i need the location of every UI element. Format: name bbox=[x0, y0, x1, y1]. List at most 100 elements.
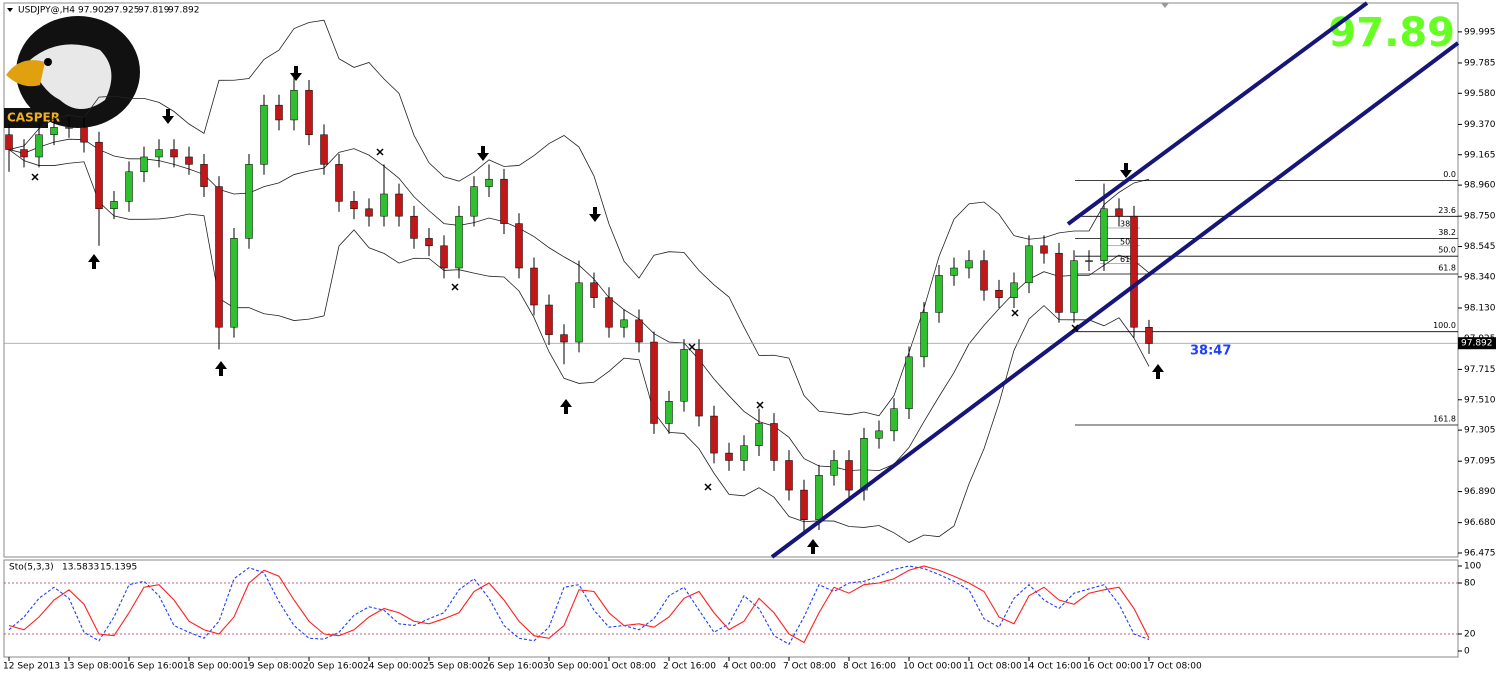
candle-body bbox=[1100, 208, 1108, 261]
candle-body bbox=[995, 289, 1003, 298]
candle-body bbox=[110, 201, 118, 210]
candle-body bbox=[695, 349, 703, 417]
exit-mark bbox=[1011, 309, 1019, 317]
x-tick-label: 11 Oct 08:00 bbox=[963, 662, 1022, 672]
stochastic-title: Sto(5,3,3) bbox=[9, 563, 54, 573]
candle-body bbox=[1055, 252, 1063, 313]
candle-body bbox=[1070, 260, 1078, 313]
candle-body bbox=[200, 164, 208, 187]
buy-arrow bbox=[807, 539, 819, 554]
exit-mark bbox=[1071, 324, 1079, 332]
candle-body bbox=[725, 452, 733, 461]
fib-label: 38.2 bbox=[1120, 219, 1138, 228]
candle-body bbox=[755, 423, 763, 446]
candle-body bbox=[1010, 282, 1018, 298]
candle-body bbox=[785, 460, 793, 491]
candle-body bbox=[320, 134, 328, 165]
candle-body bbox=[545, 304, 553, 335]
header-value: 97.925 bbox=[108, 6, 140, 16]
candle-body bbox=[35, 134, 43, 158]
x-tick-label: 16 Sep 16:00 bbox=[123, 662, 183, 672]
candle-body bbox=[620, 319, 628, 328]
fib-label: 23.6 bbox=[1438, 206, 1456, 215]
candle-body bbox=[455, 215, 463, 269]
x-tick-label: 25 Sep 08:00 bbox=[423, 662, 483, 672]
x-tick-label: 1 Oct 08:00 bbox=[603, 662, 656, 672]
exit-mark bbox=[704, 483, 712, 491]
candle-body bbox=[365, 208, 373, 217]
channel-line bbox=[770, 41, 1460, 559]
candle-body bbox=[1115, 208, 1123, 217]
candle-body bbox=[770, 423, 778, 461]
bollinger-band bbox=[8, 19, 1150, 417]
fib-label: 0.0 bbox=[1443, 170, 1456, 179]
candle-body bbox=[95, 141, 103, 210]
x-tick-label: 20 Sep 16:00 bbox=[303, 662, 363, 672]
candle-body bbox=[1085, 260, 1093, 262]
y-tick-label: 97.510 bbox=[1464, 395, 1496, 405]
candle-body bbox=[275, 104, 283, 121]
fib-label: 50.0 bbox=[1438, 246, 1456, 255]
candle-body bbox=[740, 445, 748, 461]
candle-body bbox=[80, 127, 88, 143]
candle-body bbox=[470, 186, 478, 217]
candle-body bbox=[875, 430, 883, 439]
candle-body bbox=[185, 156, 193, 165]
stochastic-readout: 15.1395 bbox=[100, 563, 137, 573]
candle-body bbox=[395, 193, 403, 217]
candle-body bbox=[680, 349, 688, 402]
candle-body bbox=[20, 149, 28, 158]
y-tick-label: 96.680 bbox=[1464, 518, 1496, 528]
candle-body bbox=[1145, 326, 1153, 344]
candle-body bbox=[305, 90, 313, 136]
x-tick-label: 26 Sep 16:00 bbox=[483, 662, 543, 672]
x-tick-label: 30 Sep 00:00 bbox=[543, 662, 603, 672]
y-tick-label: 98.750 bbox=[1464, 212, 1496, 222]
y-tick-label: 99.370 bbox=[1464, 120, 1496, 130]
buy-arrow bbox=[88, 254, 100, 269]
candle-body bbox=[425, 238, 433, 247]
y-tick-label: 98.130 bbox=[1464, 303, 1496, 313]
candle-body bbox=[665, 401, 673, 424]
x-tick-label: 17 Oct 08:00 bbox=[1143, 662, 1202, 672]
candle-body bbox=[50, 127, 58, 136]
candle-body bbox=[890, 408, 898, 432]
sell-arrow bbox=[477, 146, 489, 161]
candle-body bbox=[1130, 215, 1138, 328]
candle-body bbox=[290, 90, 298, 121]
candle-body bbox=[950, 267, 958, 276]
y-tick-label: 80 bbox=[1464, 579, 1476, 589]
exit-mark bbox=[31, 173, 39, 181]
candle-body bbox=[155, 149, 163, 158]
stochastic-line bbox=[8, 565, 1150, 644]
y-tick-label: 96.475 bbox=[1464, 549, 1496, 559]
logo-beak bbox=[6, 60, 45, 87]
exit-mark bbox=[376, 148, 384, 156]
x-tick-label: 19 Sep 08:00 bbox=[243, 662, 303, 672]
candle-body bbox=[485, 178, 493, 187]
candle-body bbox=[530, 267, 538, 306]
y-tick-label: 98.545 bbox=[1464, 242, 1496, 252]
candle-body bbox=[560, 334, 568, 343]
y-tick-label: 0 bbox=[1464, 647, 1470, 657]
header-value: 97.902 bbox=[78, 6, 110, 16]
y-tick-label: 98.960 bbox=[1464, 181, 1496, 191]
sell-arrow bbox=[290, 66, 302, 81]
bollinger-band bbox=[8, 149, 1150, 543]
candle-body bbox=[920, 312, 928, 358]
logo: CASPER bbox=[4, 16, 140, 128]
current-price-box bbox=[1458, 337, 1496, 350]
candle-body bbox=[1025, 245, 1033, 284]
x-tick-label: 12 Sep 2013 bbox=[3, 662, 60, 672]
header-value: 97.892 bbox=[168, 6, 200, 16]
y-tick-label: 99.580 bbox=[1464, 89, 1496, 99]
candle-body bbox=[980, 260, 988, 291]
candle-body bbox=[710, 415, 718, 454]
candle-body bbox=[650, 341, 658, 424]
x-tick-label: 14 Oct 16:00 bbox=[1023, 662, 1082, 672]
stochastic-readout: 13.5833 bbox=[62, 563, 99, 573]
candle-body bbox=[605, 297, 613, 328]
x-tick-label: 2 Oct 16:00 bbox=[663, 662, 716, 672]
candle-body bbox=[905, 356, 913, 409]
price-panel bbox=[3, 2, 1459, 558]
